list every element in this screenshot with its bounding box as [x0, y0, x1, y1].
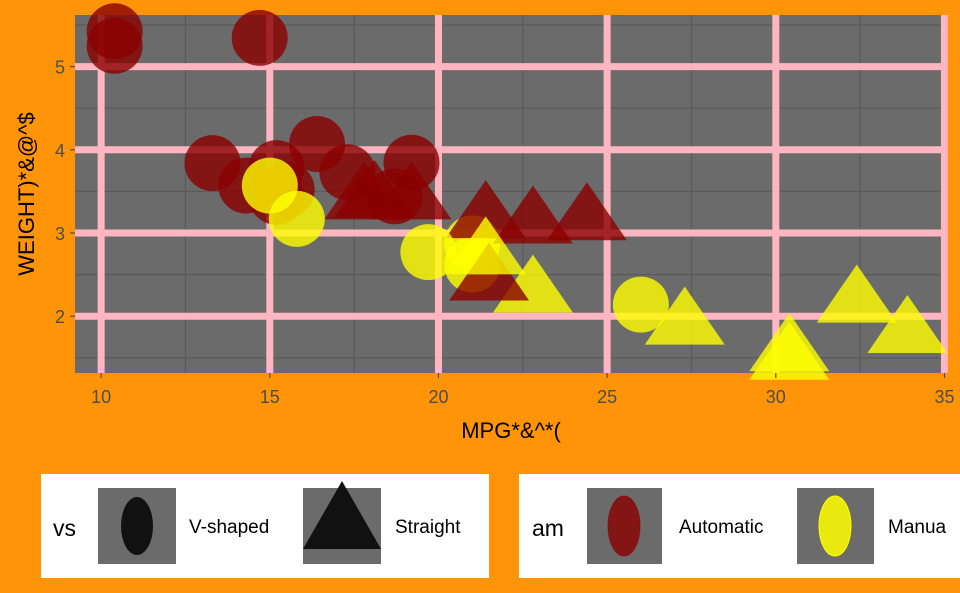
data-point-circle	[231, 9, 288, 66]
y-tick-label: 5	[55, 58, 65, 78]
data-point-circle	[241, 157, 298, 214]
data-point-circle	[86, 3, 143, 60]
x-tick-label: 35	[934, 387, 954, 407]
major-grid	[75, 15, 948, 373]
x-tick-label: 25	[597, 387, 617, 407]
data-point-circle	[184, 135, 241, 192]
y-axis-label: WEIGHT)*&@^$	[14, 112, 39, 275]
x-tick-label: 15	[260, 387, 280, 407]
y-tick-label: 3	[55, 224, 65, 244]
data-point-circle	[319, 144, 376, 201]
legend-key-manual	[818, 495, 852, 557]
y-tick-label: 2	[55, 307, 65, 327]
legend-label: V-shaped	[189, 517, 269, 538]
x-axis: 10 15 20 25 30 35	[91, 373, 954, 407]
data-point-triangle	[816, 264, 897, 323]
legend-key-automatic	[607, 495, 641, 557]
data-point-triangle	[445, 216, 526, 275]
y-tick-label: 4	[55, 141, 65, 161]
legend-label: Manua	[888, 517, 947, 538]
legend-label: Automatic	[679, 517, 763, 538]
x-tick-label: 10	[91, 387, 111, 407]
legend-title: vs	[53, 515, 76, 541]
y-axis: 2 3 4 5	[55, 58, 75, 327]
legend-title: am	[532, 515, 564, 541]
data-point-circle	[383, 134, 440, 191]
data-point-triangle	[644, 286, 725, 345]
x-axis-label: MPG*&^*(	[461, 418, 561, 443]
data-point-triangle	[492, 185, 573, 244]
x-tick-label: 20	[428, 387, 448, 407]
legend-key-circle	[121, 497, 153, 555]
data-point-circle	[612, 276, 669, 333]
data-point-triangle	[546, 182, 627, 241]
x-tick-label: 30	[766, 387, 786, 407]
data-point-triangle	[867, 294, 948, 353]
data-point-triangle	[445, 180, 526, 239]
legend-am: am Automatic Manua	[519, 474, 960, 578]
points	[86, 3, 948, 380]
data-point-circle	[400, 224, 457, 281]
data-point-triangle	[749, 321, 830, 380]
legend-label: Straight	[395, 517, 461, 538]
legend-key-triangle	[303, 481, 381, 549]
legend-vs: vs V-shaped Straight	[41, 474, 489, 578]
